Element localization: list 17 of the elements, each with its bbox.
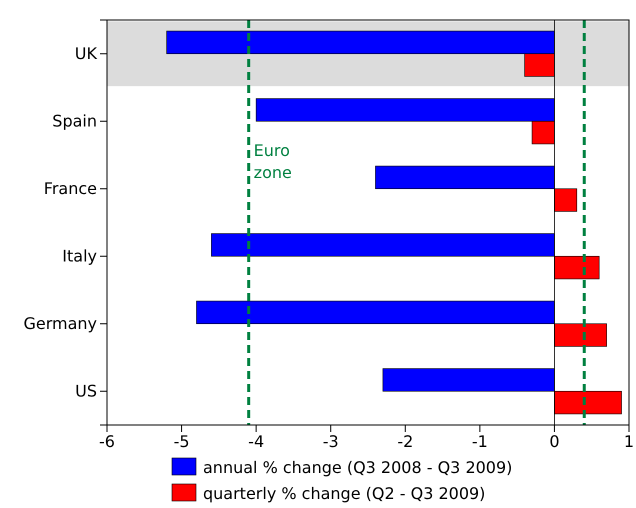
x-tick-label: -3 [322, 432, 339, 451]
x-tick-label: -5 [174, 432, 190, 451]
x-tick-label: -4 [248, 432, 264, 451]
x-tick-label: -1 [472, 432, 488, 451]
x-tick-label: 1 [624, 432, 634, 451]
legend-label: annual % change (Q3 2008 - Q3 2009) [203, 458, 512, 477]
y-tick-label: Spain [52, 111, 97, 130]
y-tick-label: US [75, 381, 97, 400]
y-tick-label: Italy [62, 246, 97, 266]
y-tick-label: Germany [23, 314, 97, 333]
x-tick-label: -2 [397, 432, 414, 451]
x-tick-label: -6 [99, 432, 115, 451]
x-tick-label: 0 [549, 432, 560, 451]
y-tick-label: UK [74, 44, 98, 63]
y-tick-label: France [44, 178, 97, 198]
legend-label: quarterly % change (Q2 - Q3 2009) [203, 484, 486, 503]
ref-line-label: Euro zone [254, 141, 292, 182]
